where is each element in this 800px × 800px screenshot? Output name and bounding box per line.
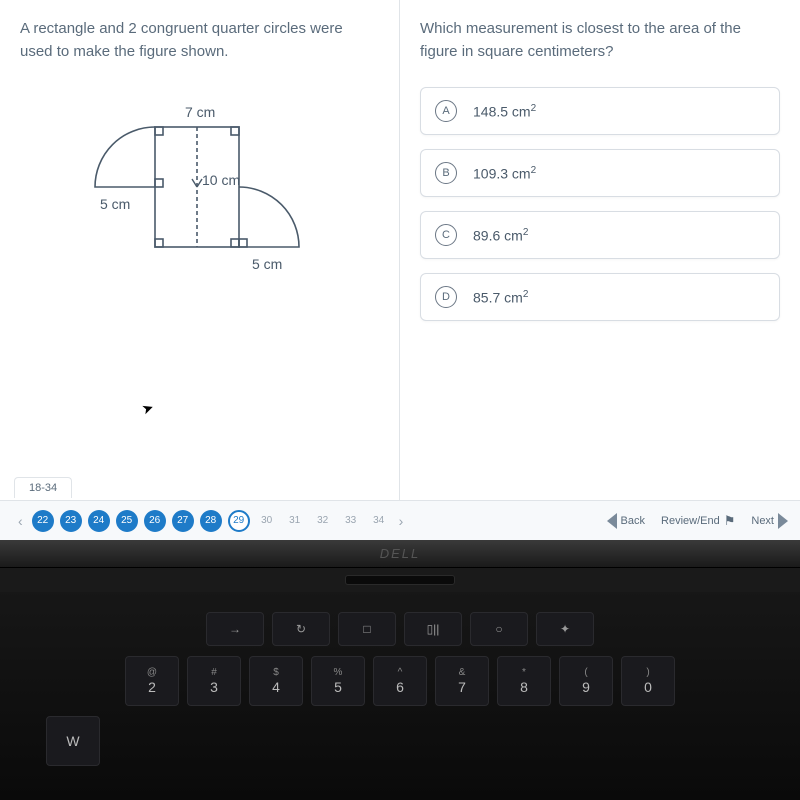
num-key-8: *8 bbox=[497, 656, 551, 706]
section-tab[interactable]: 18-34 bbox=[14, 477, 72, 498]
question-nav-30[interactable]: 30 bbox=[256, 510, 278, 532]
label-7cm: 7 cm bbox=[185, 104, 215, 120]
question-nav-27[interactable]: 27 bbox=[172, 510, 194, 532]
back-label: Back bbox=[621, 515, 645, 527]
laptop-bezel-keyboard: DELL → ↻ □ ▯|| ○ ✦ @2 #3 $4 %5 ^6 &7 *8 … bbox=[0, 540, 800, 800]
answer-text: 85.7 cm2 bbox=[473, 289, 528, 306]
answer-option-b[interactable]: B 109.3 cm2 bbox=[420, 149, 780, 197]
answer-letter: B bbox=[435, 162, 457, 184]
num-key-7: &7 bbox=[435, 656, 489, 706]
question-nav-34[interactable]: 34 bbox=[368, 510, 390, 532]
flag-icon: ⚑ bbox=[724, 513, 736, 529]
answer-option-c[interactable]: C 89.6 cm2 bbox=[420, 211, 780, 259]
arrow-left-icon bbox=[607, 513, 617, 529]
fn-key: ▯|| bbox=[404, 612, 462, 646]
next-label: Next bbox=[751, 515, 774, 527]
number-key-row: @2 #3 $4 %5 ^6 &7 *8 (9 )0 bbox=[40, 656, 760, 706]
question-nav-31[interactable]: 31 bbox=[284, 510, 306, 532]
label-10cm: 10 cm bbox=[202, 172, 240, 188]
answer-letter: A bbox=[435, 100, 457, 122]
hinge-bar bbox=[345, 575, 455, 585]
question-nav-33[interactable]: 33 bbox=[340, 510, 362, 532]
fn-key: □ bbox=[338, 612, 396, 646]
question-prompt-right: Which measurement is closest to the area… bbox=[420, 18, 780, 63]
question-nav-26[interactable]: 26 bbox=[144, 510, 166, 532]
answer-text: 109.3 cm2 bbox=[473, 165, 536, 182]
question-prompt-left: A rectangle and 2 congruent quarter circ… bbox=[20, 18, 379, 63]
question-nav-22[interactable]: 22 bbox=[32, 510, 54, 532]
num-key-6: ^6 bbox=[373, 656, 427, 706]
function-key-row: → ↻ □ ▯|| ○ ✦ bbox=[40, 612, 760, 646]
cursor-icon: ➤ bbox=[139, 399, 156, 419]
question-nav-current[interactable]: 29 bbox=[228, 510, 250, 532]
answer-option-a[interactable]: A 148.5 cm2 bbox=[420, 87, 780, 135]
num-key-2: @2 bbox=[125, 656, 179, 706]
fn-key: ✦ bbox=[536, 612, 594, 646]
answer-text: 148.5 cm2 bbox=[473, 103, 536, 120]
next-button[interactable]: Next bbox=[751, 513, 788, 529]
screen-bezel: DELL bbox=[0, 540, 800, 568]
question-nav-24[interactable]: 24 bbox=[88, 510, 110, 532]
answer-panel: Which measurement is closest to the area… bbox=[400, 0, 800, 500]
review-label: Review/End bbox=[661, 515, 720, 527]
laptop-hinge bbox=[0, 568, 800, 592]
num-key-4: $4 bbox=[249, 656, 303, 706]
question-nav-25[interactable]: 25 bbox=[116, 510, 138, 532]
geometry-figure: 7 cm 10 cm 5 cm 5 cm bbox=[20, 87, 379, 307]
question-nav-28[interactable]: 28 bbox=[200, 510, 222, 532]
num-key-0: )0 bbox=[621, 656, 675, 706]
question-figure-panel: A rectangle and 2 congruent quarter circ… bbox=[0, 0, 400, 500]
num-key-9: (9 bbox=[559, 656, 613, 706]
navigation-bar: 18-34 ‹ 22 23 24 25 26 27 28 29 30 31 32… bbox=[0, 500, 800, 540]
nav-next-page[interactable]: › bbox=[393, 513, 410, 529]
question-nav-32[interactable]: 32 bbox=[312, 510, 334, 532]
keyboard: → ↻ □ ▯|| ○ ✦ @2 #3 $4 %5 ^6 &7 *8 (9 )0… bbox=[0, 592, 800, 766]
num-key-3: #3 bbox=[187, 656, 241, 706]
letter-key-row: W bbox=[40, 716, 760, 766]
fn-key: ↻ bbox=[272, 612, 330, 646]
answer-option-d[interactable]: D 85.7 cm2 bbox=[420, 273, 780, 321]
key-w: W bbox=[46, 716, 100, 766]
answer-letter: C bbox=[435, 224, 457, 246]
answer-text: 89.6 cm2 bbox=[473, 227, 528, 244]
fn-key: ○ bbox=[470, 612, 528, 646]
num-key-5: %5 bbox=[311, 656, 365, 706]
answer-letter: D bbox=[435, 286, 457, 308]
back-button[interactable]: Back bbox=[607, 513, 645, 529]
nav-prev-page[interactable]: ‹ bbox=[12, 513, 29, 529]
fn-key: → bbox=[206, 612, 264, 646]
label-5cm-left: 5 cm bbox=[100, 196, 130, 212]
dell-logo: DELL bbox=[380, 546, 421, 561]
label-5cm-right: 5 cm bbox=[252, 256, 282, 272]
question-nav-23[interactable]: 23 bbox=[60, 510, 82, 532]
review-end-button[interactable]: Review/End ⚑ bbox=[661, 513, 735, 529]
arrow-right-icon bbox=[778, 513, 788, 529]
